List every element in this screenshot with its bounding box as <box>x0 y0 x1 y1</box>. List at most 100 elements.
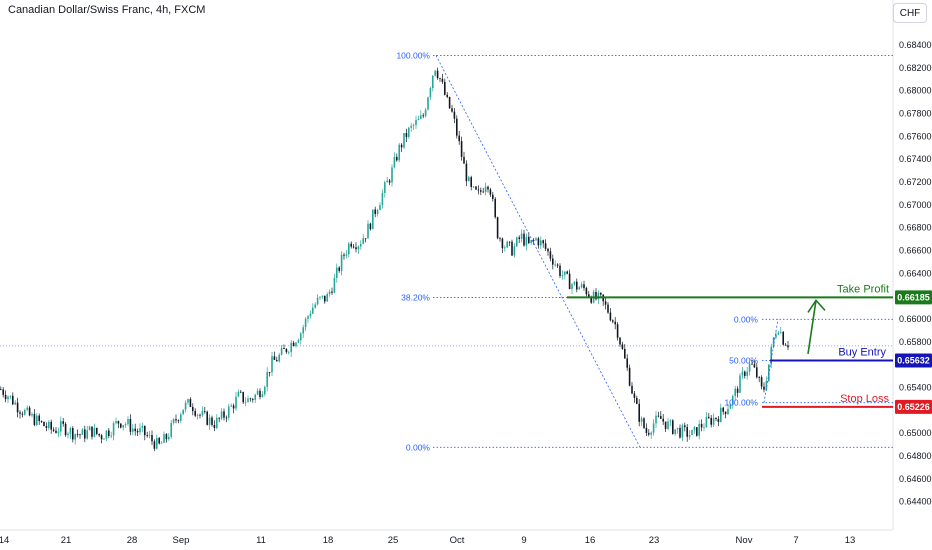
candle-body <box>492 194 494 199</box>
candle-body <box>523 233 525 246</box>
candle-body <box>672 420 674 434</box>
candle-body <box>9 395 12 397</box>
candle-body <box>14 402 16 405</box>
candle-body <box>432 75 434 89</box>
fib-level-label: 0.00% <box>406 442 431 452</box>
candle-body <box>170 422 172 437</box>
candle-body <box>396 156 398 161</box>
candle-body <box>734 388 736 396</box>
candle-body <box>134 428 136 432</box>
candle-body <box>117 421 120 424</box>
candle-body <box>288 351 290 353</box>
candle-body <box>148 435 151 436</box>
y-tick-label: 0.66000 <box>899 314 932 324</box>
candle-body <box>436 70 439 79</box>
candle-body <box>703 427 705 429</box>
candle-body <box>177 420 180 422</box>
candle-body <box>537 238 540 246</box>
candle-body <box>746 371 748 376</box>
y-tick-label: 0.66600 <box>899 246 932 256</box>
candle-body <box>69 428 72 434</box>
candle-body <box>736 388 739 393</box>
candle-body <box>453 111 456 119</box>
candle-body <box>72 428 74 440</box>
candle-body <box>120 423 122 428</box>
candle-body <box>482 191 484 193</box>
candle-body <box>664 421 667 429</box>
candle-body <box>621 344 624 349</box>
candle-body <box>168 436 170 440</box>
currency-button[interactable]: CHF <box>893 3 927 23</box>
candle-body <box>369 223 372 230</box>
candle-body <box>261 394 264 398</box>
candle-body <box>506 241 508 248</box>
stop-loss-price-tag <box>895 399 932 414</box>
candle-body <box>314 304 316 308</box>
fib-level-label: 50.00% <box>729 356 758 366</box>
candle-body <box>784 344 787 346</box>
candle-body <box>616 324 619 338</box>
candle-body <box>331 291 333 293</box>
y-tick-label: 0.67400 <box>899 154 932 164</box>
y-tick-label: 0.68000 <box>899 86 932 96</box>
x-tick-label: Oct <box>450 535 465 546</box>
candle-body <box>624 348 626 359</box>
candle-body <box>494 198 496 218</box>
candle-body <box>379 204 381 211</box>
candle-body <box>357 246 360 250</box>
candle-body <box>780 331 782 333</box>
candle-body <box>688 435 691 437</box>
candle-body <box>336 267 338 278</box>
y-tick-label: 0.65000 <box>899 428 932 438</box>
candle-body <box>45 426 48 428</box>
candle-body <box>583 284 585 289</box>
candle-body <box>290 342 292 352</box>
candle-body <box>26 407 28 410</box>
candle-body <box>381 192 384 205</box>
candle-body <box>580 284 583 288</box>
candle-body <box>204 411 206 412</box>
candle-body <box>696 427 698 436</box>
candle-body <box>194 410 196 416</box>
candle-body <box>312 307 314 314</box>
candle-body <box>220 411 223 419</box>
candle-body <box>484 186 487 192</box>
candle-body <box>216 417 218 428</box>
candle-body <box>772 337 775 347</box>
candle-body <box>242 391 244 403</box>
candle-body <box>417 118 420 121</box>
candle-body <box>698 423 700 436</box>
y-tick-label: 0.65800 <box>899 337 932 347</box>
candle-body <box>511 241 513 256</box>
candle-body <box>441 78 444 82</box>
candle-body <box>33 413 36 426</box>
candle-body <box>122 425 124 428</box>
candle-body <box>376 210 379 215</box>
candle-body <box>141 425 144 428</box>
candle-body <box>763 386 765 390</box>
candle-body <box>372 209 374 230</box>
candle-body <box>496 217 499 239</box>
candle-body <box>211 417 213 426</box>
candle-body <box>513 246 516 256</box>
candle-body <box>40 421 43 422</box>
candle-body <box>302 327 304 334</box>
take-profit-price-tag-text: 0.66185 <box>897 293 930 303</box>
candle-body <box>105 430 108 439</box>
candle-body <box>470 177 472 187</box>
buy-entry-price-tag <box>895 353 932 368</box>
candle-body <box>50 421 52 430</box>
candle-body <box>465 163 468 182</box>
candle-body <box>19 412 21 414</box>
stop-loss-price-tag-text: 0.65226 <box>897 402 930 412</box>
candle-body <box>165 434 168 440</box>
candle-body <box>633 393 636 398</box>
candle-body <box>638 403 640 422</box>
candle-body <box>631 385 633 394</box>
profit-arrow-shaft <box>807 300 817 355</box>
candle-body <box>684 425 686 428</box>
candle-body <box>741 371 744 376</box>
candle-body <box>554 264 556 266</box>
